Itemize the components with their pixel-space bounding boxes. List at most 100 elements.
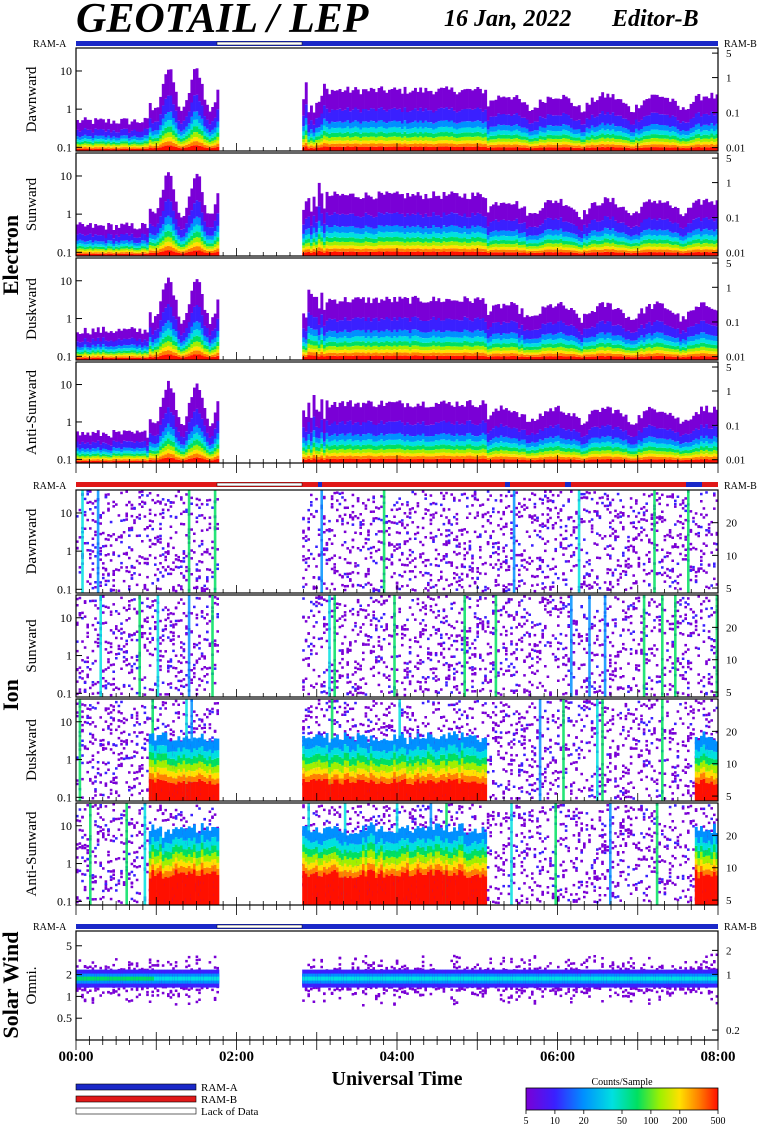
spectrogram-cell — [458, 248, 462, 252]
spectrogram-cell — [668, 247, 672, 250]
spectrogram-cell — [432, 355, 436, 360]
spectrogram-cell — [377, 245, 381, 249]
spectrogram-cell — [635, 119, 638, 129]
spectrogram-cell — [367, 242, 371, 246]
spectrogram-cell — [427, 137, 430, 141]
spectrogram-cell — [211, 253, 215, 256]
spectrogram-cell — [692, 202, 696, 220]
spectrogram-cell — [96, 235, 100, 242]
spectrogram-cell — [471, 212, 475, 226]
spectrogram-cell — [650, 94, 654, 113]
spectrogram-cell — [476, 146, 480, 151]
spectrogram-cell — [611, 147, 615, 151]
spectrogram-cell — [190, 244, 194, 248]
spectrogram-cell — [668, 132, 672, 137]
spectrogram-cell — [458, 133, 462, 138]
spectrogram-cell — [525, 143, 529, 146]
spectrogram-cell — [455, 245, 459, 249]
spectrogram-cell — [481, 147, 485, 151]
spectrogram-cell — [648, 246, 651, 250]
spectrogram-cell — [661, 219, 664, 231]
spectrogram-cell — [177, 129, 181, 135]
spectrogram-cell — [133, 119, 137, 130]
spectrogram-cell — [138, 142, 142, 145]
spectrogram-cell — [94, 341, 98, 347]
spectrogram-cell — [343, 297, 347, 318]
spectrogram-cell — [122, 328, 126, 339]
spectrogram-cell — [182, 246, 186, 250]
spectrogram-cell — [434, 238, 438, 243]
spectrogram-cell — [447, 237, 451, 242]
spectrogram-cell — [609, 125, 612, 131]
spectrogram-cell — [440, 249, 443, 252]
spectrogram-cell — [588, 237, 592, 242]
spectrogram-cell — [614, 131, 618, 136]
spectrogram-cell — [362, 216, 365, 229]
spectrogram-cell — [492, 231, 495, 237]
spectrogram-cell — [598, 221, 602, 232]
spectrogram-cell — [164, 121, 168, 128]
spectrogram-cell — [640, 140, 644, 144]
spectrogram-cell — [650, 239, 654, 244]
spectrogram-cell — [590, 252, 594, 256]
spectrogram-cell — [531, 110, 534, 124]
spectrogram-cell — [104, 331, 108, 341]
spectrogram-cell — [156, 250, 160, 253]
spectrogram-cell — [484, 249, 488, 252]
spectrogram-cell — [601, 247, 605, 250]
spectrogram-cell — [213, 139, 217, 143]
spectrogram-cell — [161, 189, 165, 211]
spectrogram-cell — [590, 97, 594, 115]
spectrogram-cell — [304, 317, 308, 332]
spectrogram-cell — [585, 118, 589, 128]
spectrogram-cell — [122, 141, 126, 144]
spectrogram-cell — [161, 312, 165, 327]
spectrogram-cell — [598, 231, 602, 237]
spectrogram-cell — [156, 356, 160, 360]
spectrogram-cell — [531, 227, 534, 236]
spectrogram-cell — [642, 249, 646, 253]
spectrogram-cell — [476, 236, 480, 242]
spectrogram-cell — [343, 128, 347, 133]
spectrogram-cell — [601, 240, 605, 244]
spectrogram-cell — [533, 137, 537, 141]
spectrogram-cell — [211, 352, 215, 355]
spectrogram-cell — [185, 116, 189, 127]
spectrogram-cell — [122, 244, 126, 247]
spectrogram-cell — [583, 234, 586, 239]
spectrogram-cell — [86, 341, 90, 348]
spectrogram-cell — [705, 252, 709, 256]
spectrogram-cell — [476, 192, 480, 213]
spectrogram-cell — [99, 145, 103, 148]
spectrogram-cell — [143, 253, 147, 256]
spectrogram-cell — [317, 351, 321, 354]
spectrogram-cell — [180, 244, 183, 248]
spectrogram-cell — [120, 234, 124, 241]
spectrogram-cell — [338, 355, 342, 360]
spectrogram-cell — [549, 239, 553, 244]
spectrogram-cell — [187, 141, 191, 144]
spectrogram-cell — [528, 148, 532, 151]
spectrogram-cell — [76, 148, 79, 151]
spectrogram-cell — [122, 344, 126, 348]
spectrogram-cell — [705, 242, 709, 247]
spectrogram-cell — [346, 332, 350, 338]
spectrogram-cell — [401, 123, 404, 130]
spectrogram-cell — [320, 213, 324, 226]
spectrogram-cell — [304, 146, 308, 151]
spectrogram-cell — [151, 123, 155, 132]
spectrogram-cell — [167, 172, 170, 199]
spectrogram-cell — [148, 103, 152, 119]
spectrogram-cell — [182, 228, 186, 237]
spectrogram-cell — [648, 98, 651, 116]
spectrogram-cell — [112, 332, 116, 342]
spectrogram-cell — [122, 234, 126, 241]
spectrogram-cell — [494, 239, 498, 244]
spectrogram-cell — [151, 355, 155, 358]
spectrogram-cell — [544, 202, 547, 220]
spectrogram-cell — [684, 131, 688, 136]
spectrogram-cell — [549, 141, 553, 145]
spectrogram-cell — [346, 353, 350, 356]
spectrogram-cell — [432, 245, 436, 249]
spectrogram-cell — [125, 143, 129, 146]
